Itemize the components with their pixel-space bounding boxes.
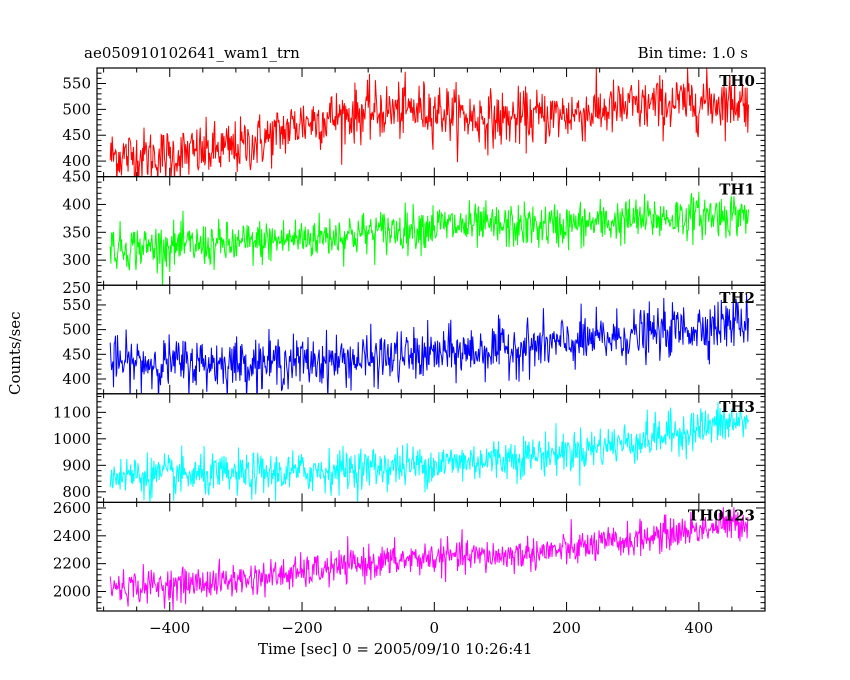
panel-th1: 250 300 350 400 450 TH1 xyxy=(62,168,766,297)
y-tick-label: 550 xyxy=(62,75,91,93)
y-tick-label: 1100 xyxy=(53,403,91,421)
y-tick-label: 500 xyxy=(62,321,91,339)
chart-title: ae050910102641_wam1_trn xyxy=(84,44,300,62)
x-tick-label: 0 xyxy=(430,619,440,637)
y-tick-label: 800 xyxy=(62,483,91,501)
x-axis-label: Time [sec] 0 = 2005/09/10 10:26:41 xyxy=(258,640,533,658)
x-tick-label: −200 xyxy=(281,619,322,637)
panel-label: TH2 xyxy=(719,289,755,307)
y-tick-label: 550 xyxy=(62,296,91,314)
series-line-th3 xyxy=(109,401,749,503)
y-tick-label: 2200 xyxy=(53,555,91,573)
panel-label: TH3 xyxy=(719,398,755,416)
x-tick-label: 400 xyxy=(685,619,714,637)
panel-th0123: 2000 2200 2400 2600 TH0123 xyxy=(53,499,766,612)
bin-time-label: Bin time: 1.0 s xyxy=(637,44,748,62)
y-tick-label: 400 xyxy=(62,195,91,213)
y-axis-label: Counts/sec xyxy=(6,311,24,395)
series-line-th2 xyxy=(109,293,749,394)
panel-frame xyxy=(96,501,766,612)
series-line-th0123 xyxy=(109,507,749,611)
series-line-th0 xyxy=(109,68,749,177)
panel-label: TH0 xyxy=(719,72,755,90)
y-tick-label: 400 xyxy=(62,370,91,388)
panel-label: TH1 xyxy=(719,181,755,199)
y-tick-label: 500 xyxy=(62,100,91,118)
panel-frame xyxy=(96,393,766,503)
panel-th2: 400 450 500 550 TH2 xyxy=(62,284,766,395)
panel-label: TH0123 xyxy=(688,506,755,524)
y-tick-label: 300 xyxy=(62,251,91,269)
y-tick-label: 450 xyxy=(62,126,91,144)
panel-th3: 800 900 1000 1100 TH3 xyxy=(53,393,766,503)
x-tick-label: −400 xyxy=(149,619,190,637)
panel-th0: 400 450 500 550 TH0 xyxy=(62,67,766,178)
y-tick-label: 900 xyxy=(62,456,91,474)
y-tick-label: 2400 xyxy=(53,527,91,545)
series-line-th1 xyxy=(109,191,749,286)
x-tick-label: 200 xyxy=(552,619,581,637)
y-tick-label: 2600 xyxy=(53,499,91,517)
y-tick-label: 250 xyxy=(62,279,91,297)
y-tick-label: 450 xyxy=(62,168,91,186)
y-tick-label: 350 xyxy=(62,223,91,241)
y-tick-label: 1000 xyxy=(53,430,91,448)
y-tick-label: 2000 xyxy=(53,583,91,601)
y-tick-label: 450 xyxy=(62,345,91,363)
y-tick-label: 400 xyxy=(62,152,91,170)
